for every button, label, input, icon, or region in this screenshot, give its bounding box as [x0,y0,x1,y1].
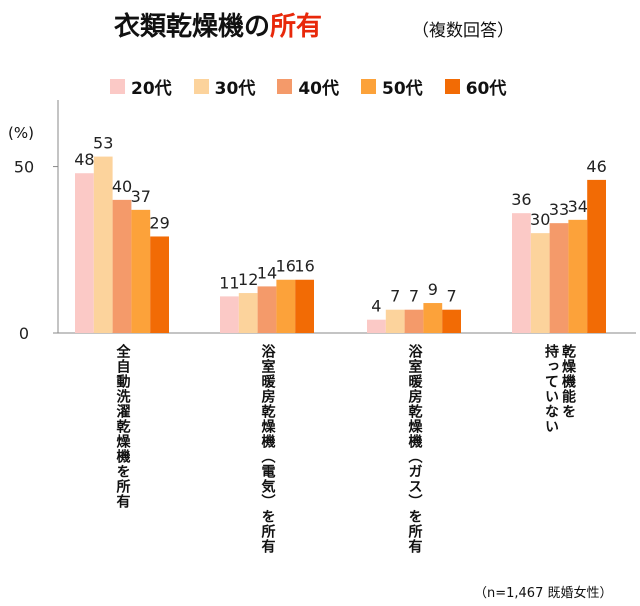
x-category-label-line: 浴室暖房乾燥機（電気）を所有 [259,344,276,554]
bar [549,223,569,333]
legend-label: 30代 [214,79,256,99]
y-tick-label: 0 [19,324,29,343]
bar [276,279,296,333]
x-category-label-line: 乾燥機能を [560,344,576,419]
legend-swatch [110,79,125,94]
bar [512,213,531,333]
x-category-label: 浴室暖房乾燥機（電気）を所有 [259,344,276,554]
legend-swatch [193,79,209,94]
bar [587,179,606,333]
bar-value-label: 37 [131,187,151,206]
legend-label: 60代 [465,79,507,99]
bar [93,156,113,333]
bar-value-label: 7 [390,287,400,306]
bar [75,173,94,333]
bar-value-label: 34 [568,197,588,216]
bar [404,309,424,333]
bar [257,286,277,333]
legend-swatch [361,79,377,94]
chart-title: 衣類乾燥機の所有 [114,6,322,43]
bar-value-label: 16 [294,257,314,276]
bar [530,233,550,333]
bar [367,319,386,333]
legend-label: 40代 [298,79,340,99]
bar [112,199,132,333]
x-category-label-line: 全自動洗濯乾燥機を所有 [114,344,131,509]
bar-value-label: 36 [511,190,531,209]
legend-item: 30代 [193,74,256,99]
y-axis-unit: (%) [8,124,34,142]
legend: 20代 30代 40代 50代 60代 [110,74,506,99]
bar-value-label: 4 [371,297,381,316]
bar [295,279,314,333]
y-tick-label: 50 [14,158,34,177]
bar [150,236,169,333]
x-category-label-line: 持っていない [543,344,559,434]
bar-value-label: 40 [112,177,132,196]
bar-value-label: 48 [74,150,94,169]
bar [568,219,588,333]
bar-value-label: 33 [549,200,569,219]
sample-note: （n=1,467 既婚女性） [474,586,613,601]
bar-value-label: 11 [219,273,239,292]
legend-swatch [277,79,293,94]
legend-swatch [444,79,460,94]
chart-subtitle: （複数回答） [412,21,514,41]
legend-label: 50代 [382,79,423,99]
bar-value-label: 14 [257,263,277,282]
bar-value-label: 16 [276,257,296,276]
bar-value-label: 30 [530,210,550,229]
bar-value-label: 53 [93,134,113,153]
bar [423,303,443,333]
bar-value-label: 7 [447,287,457,306]
legend-label: 20代 [131,79,172,99]
bar-value-label: 12 [238,270,258,289]
bar-value-label: 7 [409,287,419,306]
bar-value-label: 29 [149,213,169,232]
bar [385,309,405,333]
legend-item: 40代 [277,74,339,99]
bar [220,296,239,333]
bar [131,209,151,333]
legend-item: 60代 [444,74,507,99]
x-category-label: 浴室暖房乾燥機（ガス）を所有 [406,344,423,554]
bar-value-label: 46 [586,157,606,176]
bar-value-label: 9 [428,280,438,299]
bar [238,293,258,333]
legend-item: 50代 [361,74,423,99]
chart-title-accent: 所有 [270,12,323,42]
bar [442,309,461,333]
x-category-label-line: 浴室暖房乾燥機（ガス）を所有 [406,344,423,554]
x-category-label: 全自動洗濯乾燥機を所有 [114,344,131,509]
x-category-label: 乾燥機能を 持っていない [542,344,576,434]
chart-title-main: 衣類乾燥機の [114,12,271,42]
legend-item: 20代 [110,74,172,99]
